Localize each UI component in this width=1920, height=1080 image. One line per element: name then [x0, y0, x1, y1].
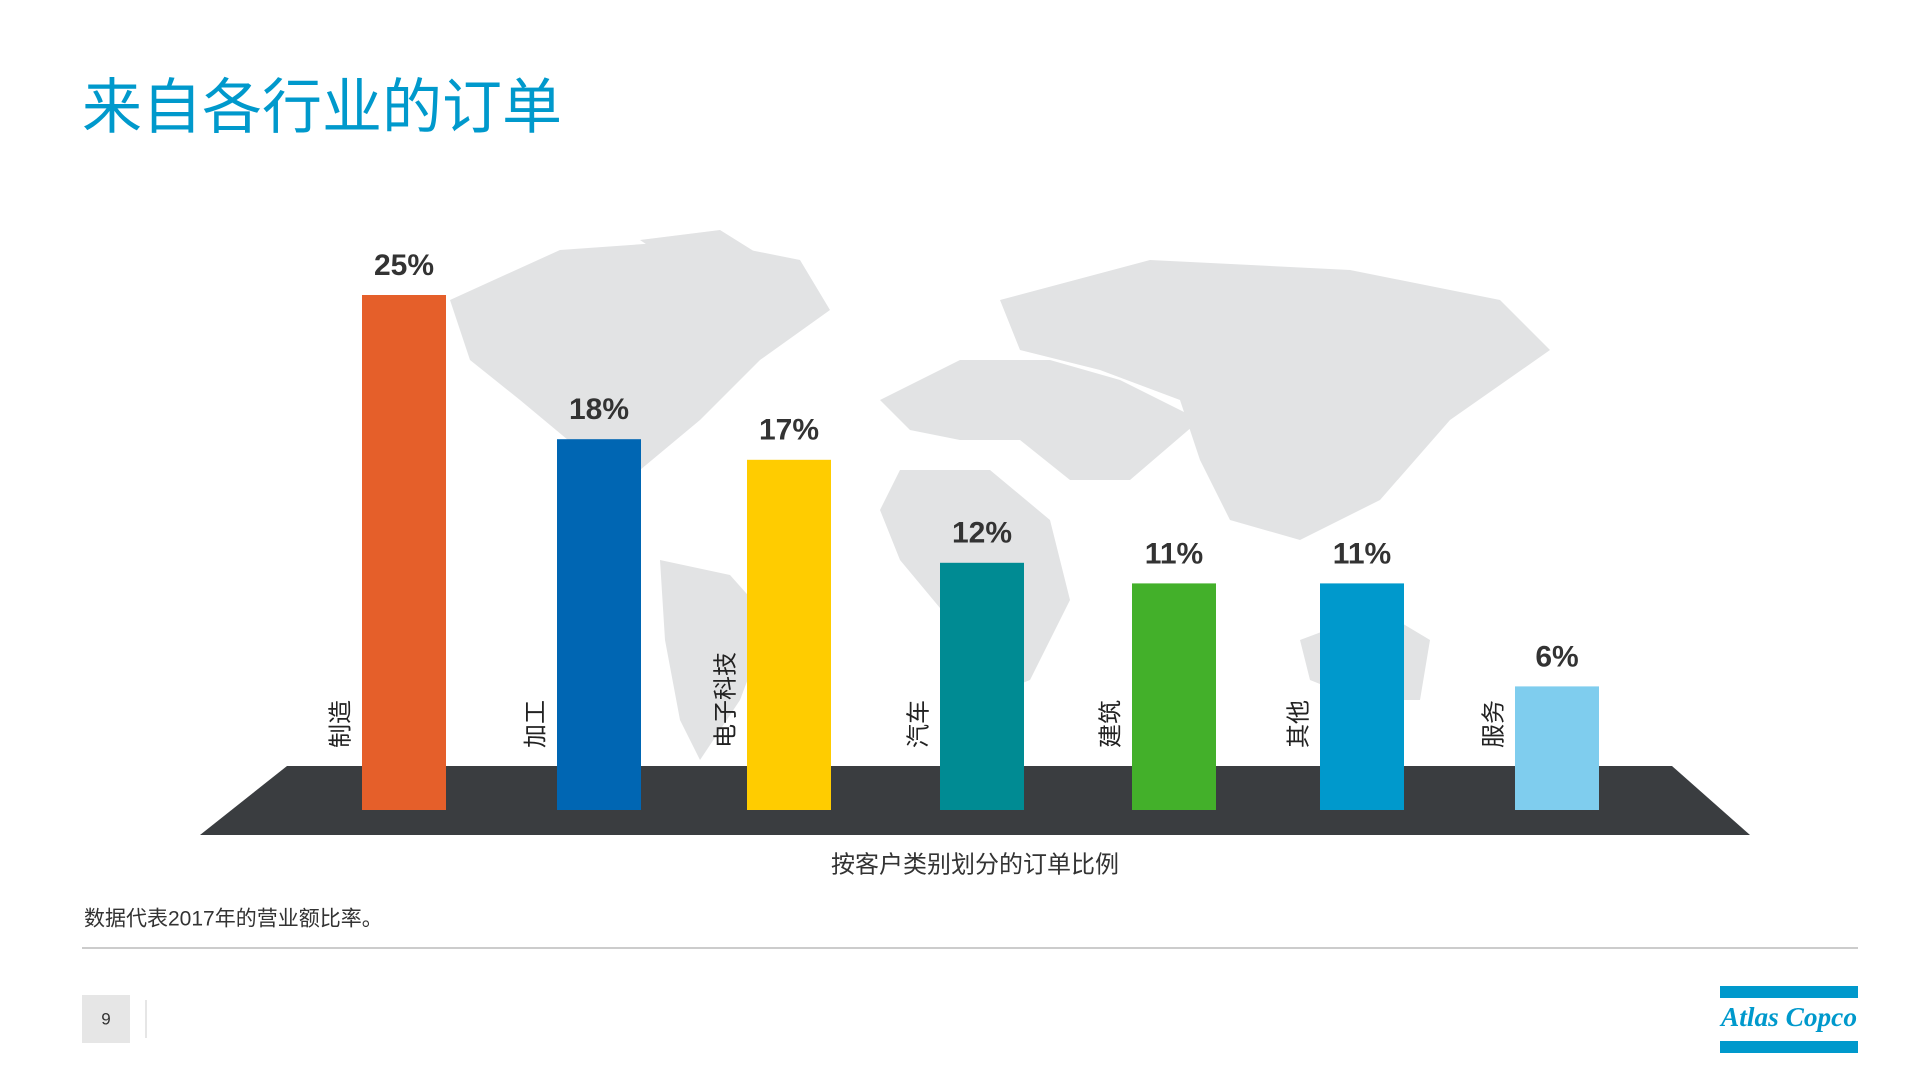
logo: Atlas Copco	[1719, 1002, 1857, 1032]
x-axis-label: 按客户类别划分的订单比例	[831, 851, 1119, 878]
bar	[362, 295, 446, 810]
page-number-box	[82, 995, 130, 1043]
bar	[940, 562, 1024, 810]
logo-stripe	[1720, 986, 1858, 998]
category-label: 电子科技	[712, 652, 739, 748]
title: 来自各行业的订单	[82, 74, 562, 141]
bar	[557, 439, 641, 810]
bar	[1132, 583, 1216, 810]
footnote: 数据代表2017年的营业额比率。	[84, 908, 383, 931]
logo-stripe	[1720, 1041, 1858, 1053]
value-label: 18%	[569, 393, 629, 426]
bar	[1320, 583, 1404, 810]
value-label: 11%	[1145, 537, 1203, 570]
value-label: 6%	[1535, 640, 1578, 673]
bar	[1515, 686, 1599, 810]
category-label: 制造	[327, 700, 354, 748]
category-label: 服务	[1480, 700, 1507, 748]
category-label: 汽车	[905, 700, 932, 748]
value-label: 11%	[1333, 537, 1391, 570]
value-label: 17%	[759, 414, 819, 447]
category-label: 加工	[522, 700, 549, 748]
page-number: 9	[101, 1009, 110, 1028]
value-label: 25%	[374, 249, 434, 282]
value-label: 12%	[952, 517, 1012, 550]
bar-group: 25% 制造 18% 加工 17% 电子科技 12% 汽车 11% 建筑 11% 其他 6% 服务	[327, 249, 1599, 810]
bar	[747, 459, 831, 810]
category-label: 其他	[1285, 700, 1312, 748]
category-label: 建筑	[1097, 700, 1124, 748]
